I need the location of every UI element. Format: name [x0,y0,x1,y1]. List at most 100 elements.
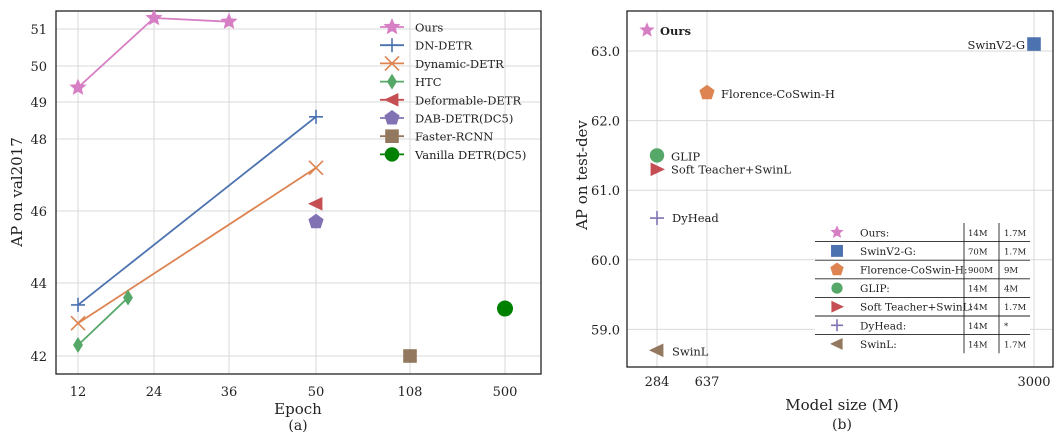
data-point [650,211,664,226]
point-glip: GLIP [649,148,700,163]
legend-item: Dynamic-DETR [380,55,504,71]
legend-marker [830,337,843,350]
point-label: DyHead [672,211,719,225]
legend-marker [831,244,843,257]
series-vanilla-detr-dc5- [497,300,513,317]
data-point [1027,37,1041,51]
legend-marker [385,38,399,53]
x-tick-label: 50 [308,385,325,400]
legend: Ours: 14M 1.7M SwinV2-G: 70M 1.7M Florence-CoS… [815,223,1030,354]
chart-b: 284 637 3000 59.0 60.0 61.0 62.0 63.0 Model size… [573,10,1054,433]
data-point [699,84,715,100]
x-tick-label: 12 [70,385,87,400]
caption: (a) [288,418,307,434]
legend-marker [387,73,397,90]
y-tick-label: 60.0 [591,254,620,269]
legend-label: Faster-RCNN [415,130,493,144]
legend-label: DyHead: [860,320,906,332]
data-point [71,297,85,312]
legend-marker [384,147,400,162]
series-line [77,116,317,306]
data-point [650,162,665,177]
point-dyhead: DyHead [650,211,719,226]
legend-col2: 1.7M [1004,229,1027,239]
x-tick-label: 108 [398,385,423,400]
x-tick-label: 24 [146,385,163,400]
legend-row: SwinL: 14M 1.7M [815,334,1030,351]
data-point [123,289,133,306]
legend-label: SwinL: [860,339,897,351]
data-point [649,148,665,163]
legend-label: SwinV2-G: [860,246,916,258]
y-tick-label: 48 [30,133,47,148]
x-tick-label: 637 [695,375,720,390]
legend-col2: 1.7M [1004,247,1027,257]
data-point [497,300,513,317]
y-tick-label: 51 [30,23,47,38]
data-point [145,9,163,26]
y-axis-label: AP on val2017 [8,137,26,248]
y-tick-label: 61.0 [591,184,620,199]
legend-marker [384,93,399,107]
legend-marker [831,319,843,332]
plot-frame [55,10,542,375]
data-point [69,78,87,95]
series-dynamic-detr [70,160,324,331]
point-label: GLIP [671,149,700,163]
point-florence-coswin-h: Florence-CoSwin-H [699,84,835,101]
y-tick-label: 50 [30,60,47,75]
legend-col2: 4M [1004,285,1018,295]
chart-a: 12 24 36 50 108 500 42 44 46 48 49 50 51 Epoch(a) AP o… [8,9,542,434]
legend-label: DN-DETR [415,39,472,53]
legend: Ours DN-DETR Dynamic-DETR HTC Deformable-DET… [380,18,526,162]
legend-col1: 70M [968,247,988,257]
x-tick-label: 284 [645,375,670,390]
legend-item: DN-DETR [380,38,472,53]
legend-marker [384,110,400,125]
legend-item: DAB-DETR(DC5) [380,110,513,126]
series-faster-rcnn [403,349,417,363]
y-tick-label: 49 [30,96,47,111]
y-tick-label: 44 [30,277,47,292]
legend-marker [831,300,844,313]
legend-col1: 14M [968,303,988,313]
series-dn-detr [71,109,323,312]
legend-label: Florence-CoSwin-H: [860,265,968,277]
legend-item: HTC [380,73,442,90]
y-tick-label: 59.0 [591,323,620,338]
x-tick-label: 500 [493,385,518,400]
point-label: Soft Teacher+SwinL [671,162,791,176]
legend-col2: 1.7M [1004,303,1027,313]
point-swinl: SwinL [649,343,709,358]
legend-col2: 1.7M [1004,340,1027,350]
series-ours [69,9,238,95]
data-point [649,343,664,358]
legend-label: DAB-DETR(DC5) [415,112,513,126]
point-label: Ours [660,24,691,38]
point-soft-teacher-swinl: Soft Teacher+SwinL [650,162,791,177]
data-point [308,197,323,211]
legend-label: Ours [415,21,443,35]
point-label: Florence-CoSwin-H [721,87,835,101]
point-label: SwinL [672,344,709,358]
legend-col2: * [1004,322,1009,332]
data-point [220,12,238,29]
data-point [403,349,417,363]
legend-item: Vanilla DETR(DC5) [380,147,526,162]
data-point [639,22,655,37]
caption: (b) [832,417,852,433]
legend-item: Ours [380,18,443,35]
data-point [309,109,323,124]
legend-label: Vanilla DETR(DC5) [414,148,526,162]
series-htc [73,289,133,354]
legend-row: GLIP: 14M 4M [815,278,1030,295]
legend-col1: 14M [968,340,988,350]
y-axis-label: AP on test-dev [573,120,591,231]
legend-row: Soft Teacher+SwinL:14M 1.7M [815,296,1030,314]
legend-item: Deformable-DETR [380,93,521,107]
legend-marker [383,18,401,35]
legend-col1: 14M [968,322,988,332]
series-line [77,296,129,346]
legend-label: Deformable-DETR [415,93,521,107]
legend-marker [830,262,844,276]
